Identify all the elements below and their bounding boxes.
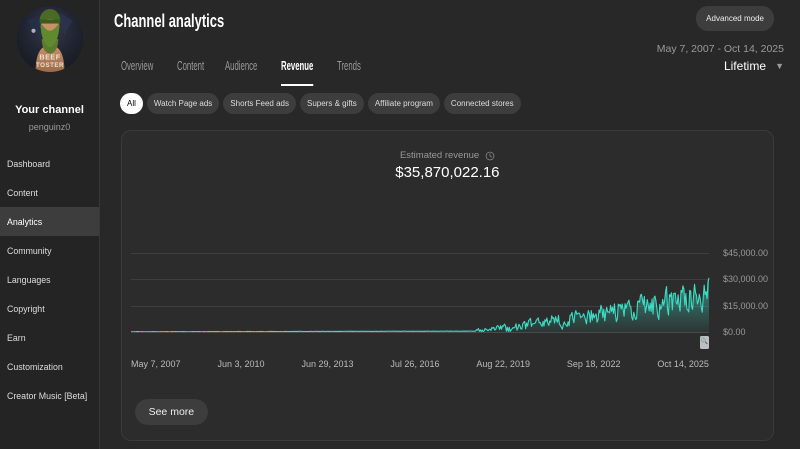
svg-text:BEEF: BEEF — [39, 53, 60, 62]
svg-text:TOSTER: TOSTER — [35, 62, 63, 69]
